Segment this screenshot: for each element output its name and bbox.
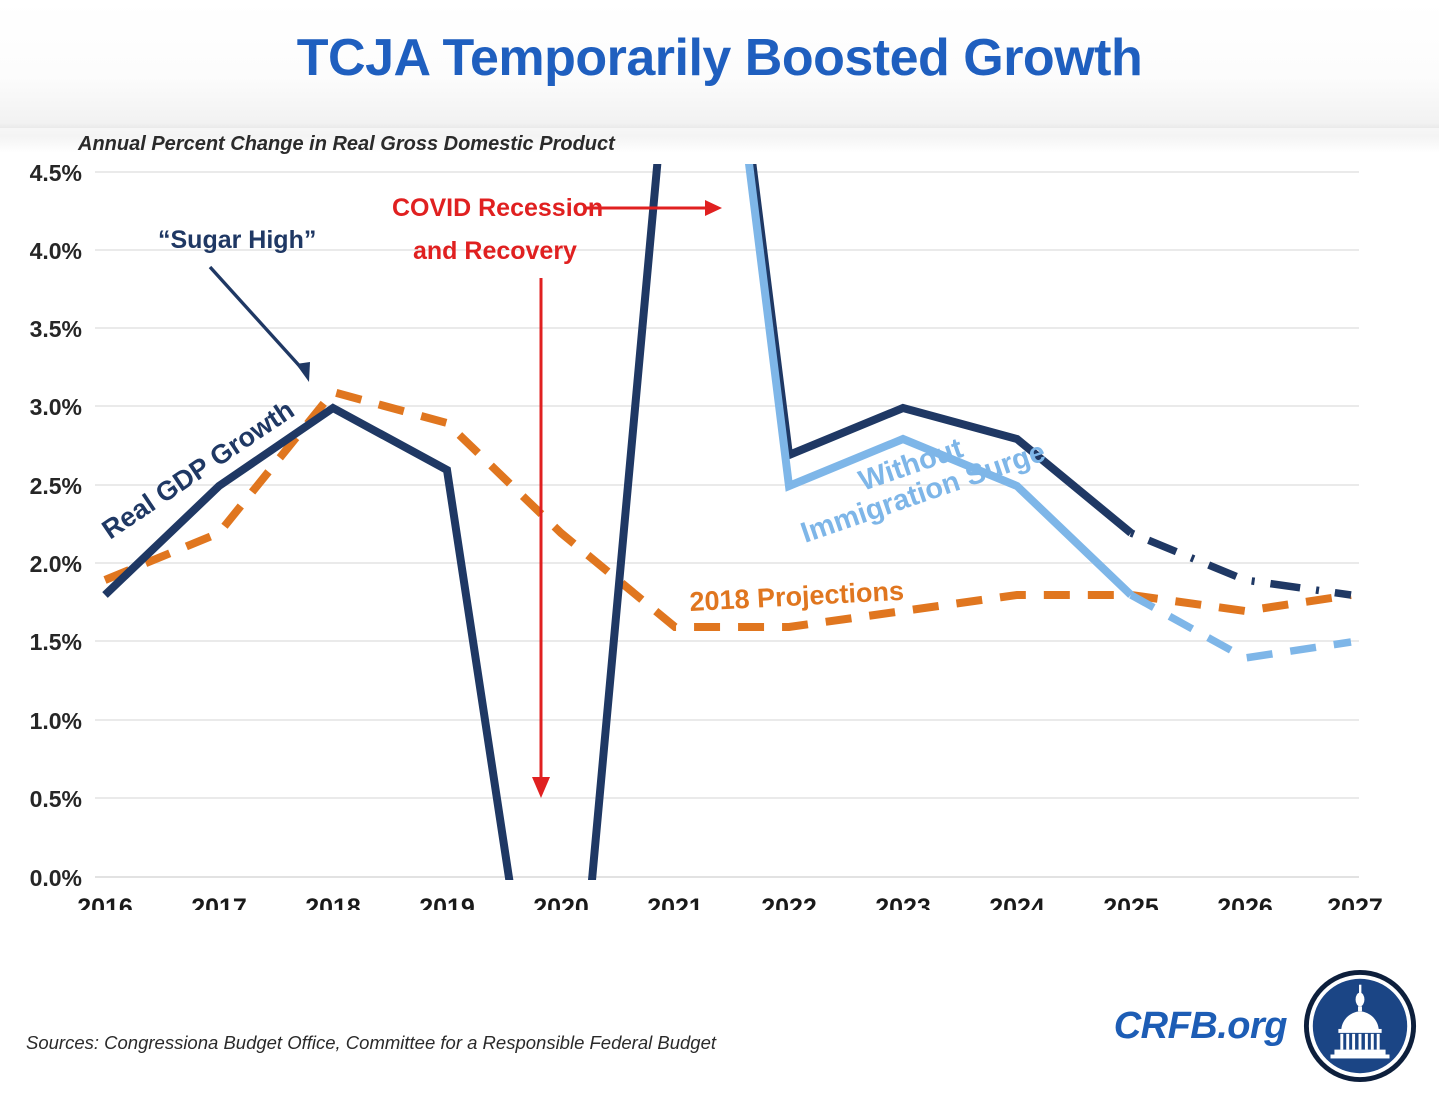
capitol-dome-logo — [1303, 969, 1417, 1083]
page-title: TCJA Temporarily Boosted Growth — [296, 29, 1143, 87]
x-tick-label: 2020 — [533, 894, 589, 910]
x-tick-label: 2017 — [191, 894, 247, 910]
y-tick-label: 4.0% — [30, 238, 82, 264]
x-tick-label: 2023 — [875, 894, 931, 910]
covid-arrow-right — [584, 200, 722, 216]
brand-block: CRFB.org — [1114, 967, 1419, 1085]
header-band — [0, 0, 1439, 128]
y-tick-label: 2.5% — [30, 473, 82, 499]
annotation-sugar-high-label: “Sugar High” — [158, 226, 316, 254]
chart-plot-area: 4.5% 4.0% 3.5% 3.0% 2.5% 2.0% 1.5% 1.0% … — [0, 150, 1439, 910]
series-real-gdp-growth-solid — [102, 164, 1134, 880]
source-note: Sources: Congressiona Budget Office, Com… — [26, 1032, 717, 1053]
y-axis-labels: 4.5% 4.0% 3.5% 3.0% 2.5% 2.0% 1.5% 1.0% … — [30, 160, 82, 891]
gridlines — [95, 171, 1359, 878]
x-tick-label: 2018 — [305, 894, 361, 910]
crfb-link-label[interactable]: CRFB.org — [1113, 1004, 1288, 1047]
y-tick-label: 1.0% — [30, 708, 82, 734]
y-tick-label: 1.5% — [30, 629, 82, 655]
covid-arrow-down — [532, 278, 550, 798]
x-tick-label: 2027 — [1327, 894, 1383, 910]
annotation-real-gdp-growth-label: Real GDP Growth — [97, 395, 300, 545]
chart-subtitle: Annual Percent Change in Real Gross Dome… — [78, 133, 615, 155]
x-tick-label: 2024 — [989, 894, 1045, 910]
series-without-immigration-surge-projection — [1129, 591, 1352, 662]
sugar-high-arrow — [208, 265, 310, 382]
annotation-2018-projections-label: 2018 Projections — [689, 576, 905, 617]
x-tick-label: 2016 — [77, 894, 133, 910]
series-real-gdp-growth-projection — [1129, 529, 1352, 599]
series-without-immigration-surge-solid — [745, 164, 1134, 598]
x-tick-label: 2025 — [1103, 894, 1159, 910]
x-axis-labels: 2016 2017 2018 2019 2020 2021 2022 2023 … — [77, 894, 1383, 910]
y-tick-label: 3.5% — [30, 316, 82, 342]
series-2018-projections — [103, 387, 1352, 631]
series-group — [102, 164, 1352, 880]
x-tick-label: 2026 — [1217, 894, 1273, 910]
x-tick-label: 2021 — [647, 894, 703, 910]
y-tick-label: 0.5% — [30, 786, 82, 812]
annotation-covid-line1: COVID Recession — [392, 194, 603, 222]
y-tick-label: 2.0% — [30, 551, 82, 577]
y-tick-label: 3.0% — [30, 394, 82, 420]
y-tick-label: 0.0% — [30, 865, 82, 891]
x-tick-label: 2022 — [761, 894, 817, 910]
annotation-covid-line2: and Recovery — [413, 237, 577, 265]
x-tick-label: 2019 — [419, 894, 475, 910]
y-tick-label: 4.5% — [30, 160, 82, 186]
